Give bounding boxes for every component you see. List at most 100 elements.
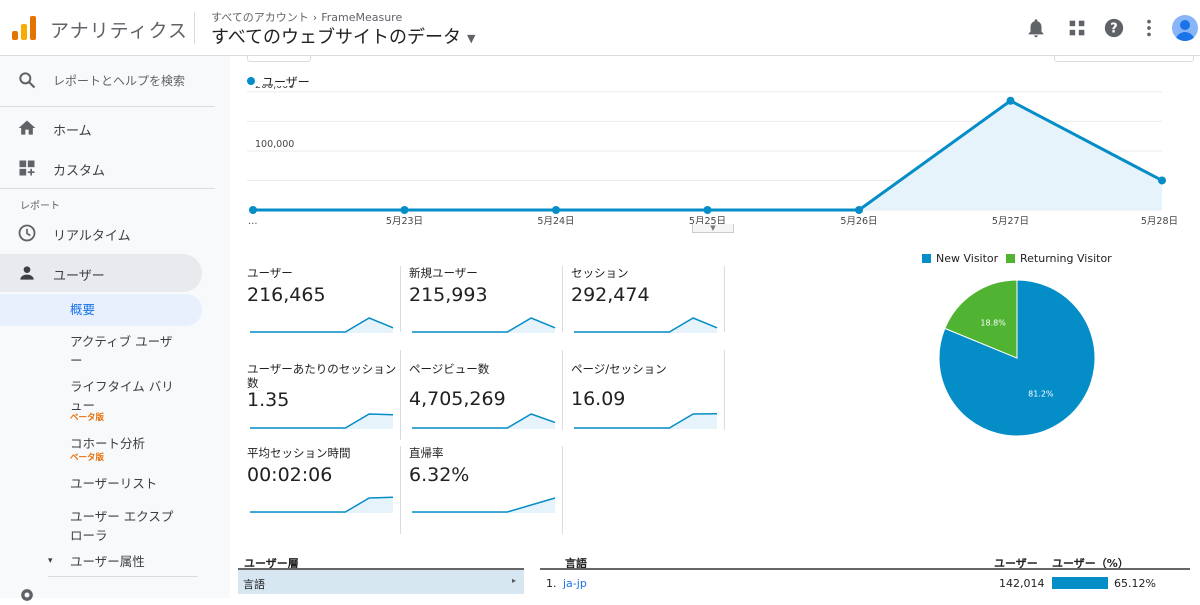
metric-card[interactable]: ページビュー数 4,705,269	[409, 362, 569, 444]
chart-legend-label: ユーザー	[262, 75, 310, 89]
sparkline	[412, 413, 556, 429]
sidebar-section-label: レポート	[20, 201, 60, 212]
sparkline-area	[250, 318, 393, 333]
metric-value: 00:02:06	[247, 464, 333, 486]
data-point[interactable]	[1158, 176, 1166, 185]
metric-divider	[400, 446, 401, 534]
sidebar-item-home[interactable]: ホーム	[0, 108, 215, 148]
metric-card[interactable]: ユーザーあたりのセッション数 1.35	[247, 362, 407, 444]
beta-badge: ベータ版	[70, 453, 105, 463]
sparkline-line	[250, 413, 394, 429]
data-point[interactable]	[400, 206, 409, 214]
sidebar-item-realtime[interactable]: リアルタイム	[0, 213, 215, 253]
metric-value: 6.32%	[409, 464, 470, 486]
metric-card[interactable]: 平均セッション時間 00:02:06	[247, 446, 407, 528]
sidebar-subitem-lifetime-value[interactable]: ライフタイム バリュー	[70, 379, 174, 413]
more-vert-icon[interactable]	[1138, 17, 1160, 39]
metric-value: 4,705,269	[409, 388, 506, 410]
metric-value: 292,474	[571, 284, 650, 306]
property-selector[interactable]: すべてのウェブサイトのデータ ▼	[211, 23, 476, 49]
metric-label: ページビュー数	[409, 362, 490, 376]
metric-divider	[562, 266, 563, 332]
chart-resize-handle[interactable]: ▼	[692, 224, 734, 233]
table-row-rank: 1.	[546, 577, 557, 590]
sparkline	[250, 317, 394, 333]
table-header-rule	[238, 568, 524, 570]
sparkline-line	[574, 317, 718, 333]
table-col-users: ユーザー	[994, 557, 1038, 570]
metric-divider	[400, 350, 401, 440]
person-icon	[1175, 20, 1195, 41]
metric-value: 1.35	[247, 389, 290, 411]
table-col-users-pct: ユーザー（%）	[1052, 557, 1129, 570]
gear-icon[interactable]	[17, 585, 37, 605]
metric-card[interactable]: 直帰率 6.32%	[409, 446, 569, 528]
pie-legend-label: New Visitor	[936, 252, 999, 265]
bell-icon[interactable]	[1025, 17, 1047, 39]
breadcrumb-account[interactable]: FrameMeasure	[321, 11, 403, 24]
sidebar-item-label: ユーザー	[53, 269, 105, 284]
table-row-users: 142,014	[999, 577, 1045, 590]
chart-interval-toggle[interactable]	[1054, 56, 1194, 62]
account-avatar[interactable]	[1172, 15, 1198, 41]
expand-arrow-icon[interactable]: ▾	[48, 556, 53, 566]
x-tick-label: 5月28日	[1141, 216, 1178, 227]
sparkline	[574, 317, 718, 333]
pie-slice[interactable]	[944, 279, 1018, 359]
data-point[interactable]	[249, 206, 257, 214]
metric-divider	[562, 350, 563, 430]
sidebar-item-label: カスタム	[53, 164, 106, 179]
metric-card[interactable]: ユーザー 216,465	[247, 266, 407, 348]
sparkline-area	[574, 318, 717, 333]
dimension-row-language[interactable]: 言語 ▸	[238, 570, 524, 594]
sparkline-line	[574, 412, 718, 429]
metric-label: ユーザー	[247, 266, 293, 280]
data-point[interactable]	[855, 206, 863, 214]
help-icon[interactable]: ?	[1103, 17, 1125, 39]
toolbar-button[interactable]	[247, 56, 311, 62]
home-icon	[18, 120, 36, 135]
header-divider	[194, 12, 195, 44]
data-point[interactable]	[552, 206, 560, 214]
metric-card[interactable]: 新規ユーザー 215,993	[409, 266, 569, 348]
x-tick-label: 5月26日	[840, 216, 877, 227]
sidebar-item-audience[interactable]: ユーザー	[0, 253, 215, 293]
apps-grid-icon[interactable]	[1066, 17, 1088, 39]
person-icon	[20, 266, 34, 280]
sparkline-line	[412, 413, 556, 429]
breadcrumb-all-accounts[interactable]: すべてのアカウント	[211, 11, 309, 24]
sidebar-subitem-cohort[interactable]: コホート分析	[70, 436, 146, 451]
table-row-language-link[interactable]: ja-jp	[563, 577, 587, 590]
percent-bar	[1052, 577, 1108, 589]
metric-card[interactable]: セッション 292,474	[571, 266, 731, 348]
sidebar-subitem-user-explorer[interactable]: ユーザー エクスプローラ	[70, 509, 174, 543]
table-header-rule	[540, 568, 1190, 570]
breadcrumb-separator: ›	[312, 11, 318, 24]
data-point[interactable]	[1006, 96, 1015, 105]
sidebar-search-label: レポートとヘルプを検索	[53, 74, 186, 88]
sidebar-subitem-overview[interactable]: 概要	[70, 302, 96, 317]
breadcrumb[interactable]: すべてのアカウント › FrameMeasure	[211, 9, 402, 25]
metric-divider	[562, 446, 563, 534]
sparkline-area	[250, 497, 393, 513]
chevron-right-icon: ▸	[511, 576, 516, 585]
sidebar-divider	[0, 188, 215, 189]
sidebar-subitem-active-users[interactable]: アクティブ ユーザー	[70, 334, 173, 368]
sidebar-subitem-demographics[interactable]: ユーザー属性	[70, 554, 145, 569]
sparkline	[412, 317, 556, 333]
metric-card[interactable]: ページ/セッション 16.09	[571, 362, 731, 444]
metric-divider	[724, 350, 725, 430]
sidebar-item-custom[interactable]: カスタム	[0, 148, 215, 188]
metric-value: 216,465	[247, 284, 326, 306]
dropdown-caret-icon: ▼	[467, 31, 476, 45]
sidebar-subitem-user-list[interactable]: ユーザーリスト	[70, 476, 158, 491]
metric-value: 215,993	[409, 284, 488, 306]
sidebar-search[interactable]: レポートとヘルプを検索	[0, 60, 215, 100]
analytics-logo-icon[interactable]	[11, 15, 37, 41]
sparkline-area	[412, 414, 555, 429]
chart-area-fill	[253, 100, 1162, 210]
data-point[interactable]	[703, 206, 712, 214]
sparkline-line	[412, 497, 556, 513]
search-icon	[19, 72, 36, 89]
sidebar-item-label: ホーム	[53, 124, 92, 139]
